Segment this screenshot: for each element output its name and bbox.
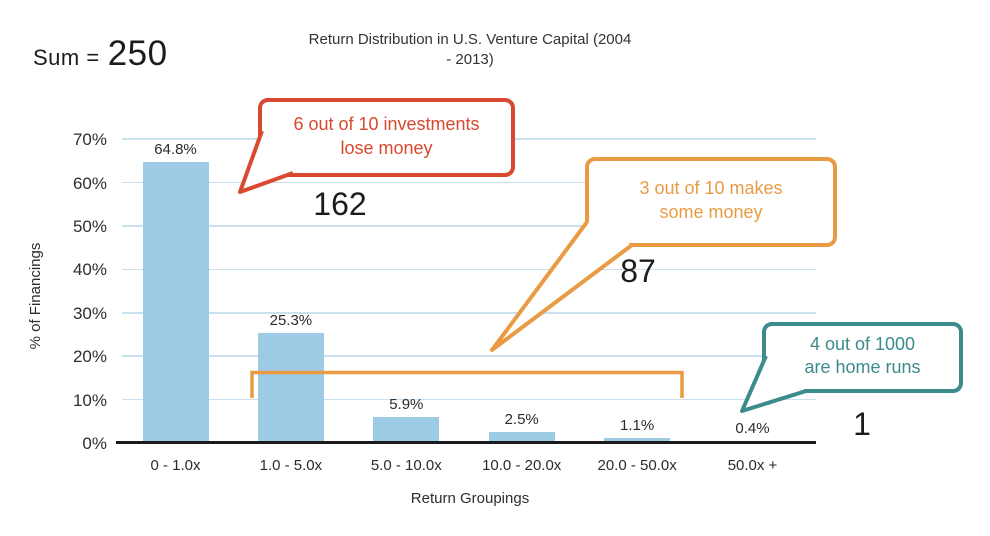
y-tick-label: 10% xyxy=(72,390,107,410)
chart-title-line2: - 2013) xyxy=(446,51,494,68)
bar-value-label: 0.4% xyxy=(735,420,770,438)
count-lose-money: 162 xyxy=(313,186,367,222)
x-axis-title: Return Groupings xyxy=(410,490,530,507)
y-tick-label: 30% xyxy=(72,303,107,323)
x-category-label: 0 - 1.0x xyxy=(150,457,201,474)
sum-label: Sum = xyxy=(33,45,100,70)
count-some-money: 87 xyxy=(620,253,656,289)
bar-value-label: 25.3% xyxy=(269,312,313,330)
callout-some-money-line1: 3 out of 10 makes xyxy=(639,178,783,198)
bar-value-label: 1.1% xyxy=(619,417,655,435)
count-home-runs: 1 xyxy=(853,406,871,442)
gridline xyxy=(122,225,816,227)
bar xyxy=(488,432,555,443)
sum-value: 250 xyxy=(107,34,168,73)
gridline xyxy=(122,312,816,314)
bar-value-label: 2.5% xyxy=(504,411,539,429)
bar xyxy=(604,438,671,443)
callout-home-runs-line2: are home runs xyxy=(804,356,921,377)
x-category-label: 50.0x + xyxy=(727,457,778,474)
callout-home-runs-line1: 4 out of 1000 xyxy=(809,333,916,354)
bar xyxy=(373,417,440,443)
bar xyxy=(257,333,324,443)
callout-some-money-line2: some money xyxy=(659,202,763,222)
chart-title-line1: Return Distribution in U.S. Venture Capi… xyxy=(308,31,632,48)
y-axis-title: % of Financings xyxy=(27,242,44,350)
callout-some-money: 3 out of 10 makes some money xyxy=(585,157,837,247)
y-tick-label: 50% xyxy=(72,217,107,236)
x-category-label: 5.0 - 10.0x xyxy=(370,457,442,474)
x-category-label: 1.0 - 5.0x xyxy=(259,457,323,474)
x-category-label: 20.0 - 50.0x xyxy=(597,457,677,474)
gridline xyxy=(122,398,816,401)
bar xyxy=(142,161,209,443)
x-axis-line xyxy=(116,441,816,444)
bar-value-label: 5.9% xyxy=(389,396,424,414)
bar-value-label: 64.8% xyxy=(154,140,197,158)
y-tick-label: 70% xyxy=(72,130,107,150)
sum-annotation: Sum = 250 xyxy=(33,34,168,74)
x-category-label: 10.0 - 20.0x xyxy=(482,457,562,474)
chart-title: Return Distribution in U.S. Venture Capi… xyxy=(270,30,670,70)
gridline xyxy=(122,268,816,271)
y-tick-label: 0% xyxy=(82,434,107,453)
callout-lose-money: 6 out of 10 investments lose money xyxy=(258,98,515,177)
callout-lose-money-line1: 6 out of 10 investments xyxy=(293,113,480,134)
callout-home-runs: 4 out of 1000 are home runs xyxy=(762,322,963,393)
gridline xyxy=(122,355,816,357)
y-tick-label: 20% xyxy=(72,347,107,367)
y-tick-label: 40% xyxy=(72,260,107,280)
y-tick-label: 60% xyxy=(72,173,107,193)
callout-lose-money-line2: lose money xyxy=(340,137,433,158)
gridline xyxy=(122,181,816,184)
